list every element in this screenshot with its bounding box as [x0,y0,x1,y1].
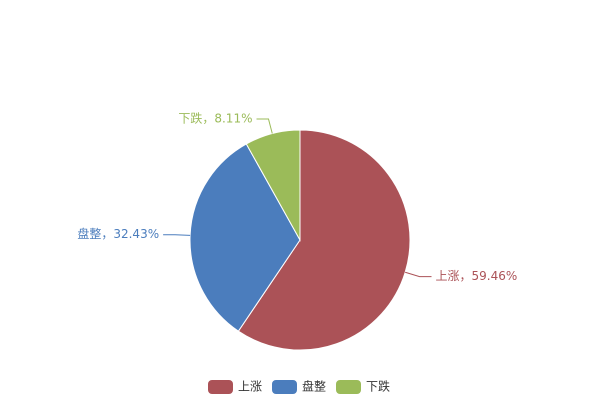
data-label: 上涨，59.46% [436,268,518,283]
data-label: 盘整，32.43% [77,226,159,241]
legend-label: 上涨 [238,379,262,394]
legend-swatch [208,380,233,394]
pie-slice [189,143,301,332]
legend-swatch [336,380,361,394]
legend-label: 下跌 [366,379,390,394]
label-line [163,234,191,236]
legend-swatch [272,380,297,394]
label-line [256,118,273,134]
pie-slice [245,129,301,242]
label-line [405,271,432,278]
data-label: 下跌，8.11% [178,111,252,126]
legend-label: 盘整 [302,379,326,394]
